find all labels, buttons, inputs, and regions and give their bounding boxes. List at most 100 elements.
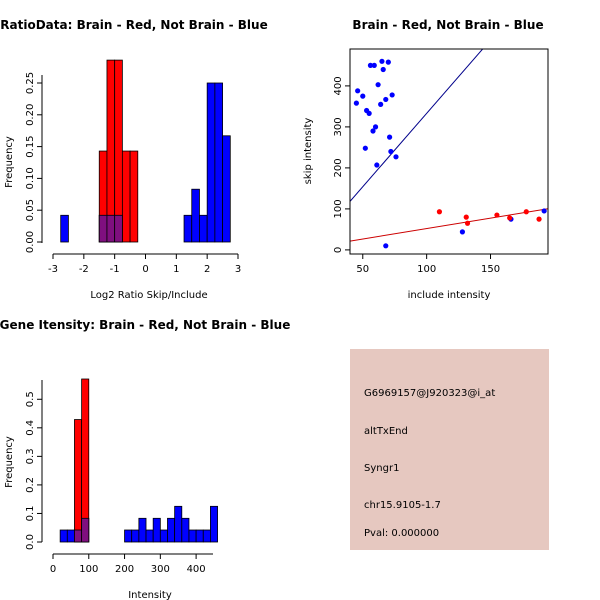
- ratio-y-label: Frequency: [4, 136, 15, 188]
- x-tick-label: -1: [110, 264, 120, 275]
- y-tick-label: 0.2: [25, 477, 36, 493]
- scatter-x-label: include intensity: [408, 290, 491, 301]
- x-tick-label: 3: [235, 264, 241, 275]
- brain-bar: [114, 59, 123, 243]
- not-brain-bar: [188, 529, 197, 543]
- brain-point: [507, 215, 513, 221]
- x-tick-label: 1: [173, 264, 179, 275]
- x-tick-label: -3: [48, 264, 58, 275]
- not-brain-bar: [60, 214, 69, 243]
- not-brain-bar: [210, 505, 218, 543]
- overlap-bar: [81, 517, 90, 543]
- brain-point: [536, 216, 542, 222]
- y-tick-label: 0.5: [25, 391, 36, 407]
- not-brain-point: [367, 62, 374, 68]
- not-brain-point: [374, 162, 380, 168]
- y-tick-label: 100: [333, 199, 344, 218]
- not-brain-point: [355, 88, 361, 94]
- x-tick-label: 2: [204, 264, 210, 275]
- brain-bar: [129, 150, 139, 243]
- not-brain-point: [366, 110, 372, 116]
- info-panel-background: [350, 349, 549, 550]
- not-brain-point: [459, 229, 466, 235]
- not-brain-fit-line: [350, 49, 484, 202]
- x-tick-label: 0: [142, 264, 148, 275]
- overlap-bar: [106, 214, 116, 243]
- not-brain-bar: [202, 529, 211, 543]
- x-tick-label: 200: [115, 564, 134, 575]
- overlap-bar: [98, 214, 108, 243]
- not-brain-bar: [199, 214, 208, 243]
- not-brain-point: [370, 128, 376, 134]
- y-tick-label: 0.25: [25, 72, 36, 94]
- not-brain-point: [389, 92, 395, 98]
- not-brain-point: [360, 93, 366, 99]
- ratio-x-label: Log2 Ratio Skip/Include: [90, 290, 207, 301]
- not-brain-point: [362, 145, 368, 151]
- not-brain-bar: [124, 529, 133, 543]
- y-tick-label: 0: [333, 247, 344, 253]
- not-brain-bar: [152, 517, 161, 543]
- not-brain-point: [383, 96, 389, 103]
- not-brain-bar: [159, 529, 168, 543]
- y-tick-label: 0.00: [25, 231, 36, 253]
- brain-bar: [121, 150, 131, 243]
- not-brain-point: [378, 101, 384, 107]
- not-brain-bar: [214, 82, 223, 243]
- not-brain-bar: [174, 505, 183, 543]
- y-tick-label: 0.20: [25, 104, 36, 126]
- probe-id: G6969157@J920323@i_at: [364, 388, 495, 399]
- x-tick-label: -2: [79, 264, 89, 275]
- x-tick-label: 100: [79, 564, 98, 575]
- brain-point: [523, 209, 529, 215]
- gene-symbol: Syngr1: [364, 463, 399, 474]
- not-brain-bar: [222, 135, 231, 243]
- y-tick-label: 0.3: [25, 448, 36, 464]
- not-brain-bar: [181, 517, 190, 543]
- not-brain-point: [383, 243, 389, 249]
- y-tick-label: 0.15: [25, 135, 36, 157]
- brain-fit-line: [350, 208, 548, 242]
- overlap-bar: [114, 214, 123, 243]
- y-tick-label: 200: [333, 158, 344, 177]
- x-tick-label: 0: [50, 564, 56, 575]
- not-brain-bar: [183, 214, 193, 243]
- not-brain-point: [385, 59, 391, 65]
- info-panel: G6969157@J920323@i_at altTxEnd Syngr1 ch…: [350, 349, 549, 550]
- not-brain-point: [380, 66, 386, 73]
- brain-point: [494, 212, 500, 218]
- scatter-y-label: skip intensity: [303, 118, 314, 185]
- not-brain-bar: [131, 529, 140, 543]
- not-brain-point: [353, 100, 359, 106]
- gene-intensity-histogram: Gene Itensity: Brain - Red, Not Brain - …: [0, 318, 290, 600]
- not-brain-point: [372, 124, 379, 130]
- p-value: Pval: 0.000000: [364, 528, 439, 539]
- intensity-scatter: Brain - Red, Not Brain - Blue 50 100 150 0…: [303, 18, 549, 301]
- scatter-frame: [349, 48, 549, 255]
- ratio-histogram: RatioData: Brain - Red, Not Brain - Blue…: [0, 18, 267, 301]
- brain-bar: [74, 419, 83, 543]
- brain-point: [464, 220, 471, 226]
- not-brain-bar: [206, 82, 216, 243]
- not-brain-bar: [145, 529, 154, 543]
- not-brain-bar: [138, 517, 147, 543]
- not-brain-point: [375, 82, 381, 88]
- not-brain-bar: [66, 529, 75, 543]
- not-brain-point: [387, 134, 393, 140]
- x-tick-label: 400: [187, 564, 206, 575]
- not-brain-point: [541, 208, 547, 214]
- genomic-location: chr15.9105-1.7: [364, 500, 441, 511]
- y-tick-label: 0.05: [25, 199, 36, 221]
- scatter-title: Brain - Red, Not Brain - Blue: [352, 18, 543, 32]
- brain-bar: [106, 59, 116, 243]
- x-tick-label: 100: [417, 264, 436, 275]
- not-brain-bar: [167, 517, 176, 543]
- event-type: altTxEnd: [364, 426, 408, 437]
- y-tick-label: 300: [333, 117, 344, 136]
- overlap-bar: [74, 529, 83, 543]
- y-tick-label: 0.0: [25, 534, 36, 550]
- not-brain-bar: [195, 529, 204, 543]
- x-tick-label: 300: [151, 564, 170, 575]
- not-brain-bar: [191, 188, 200, 243]
